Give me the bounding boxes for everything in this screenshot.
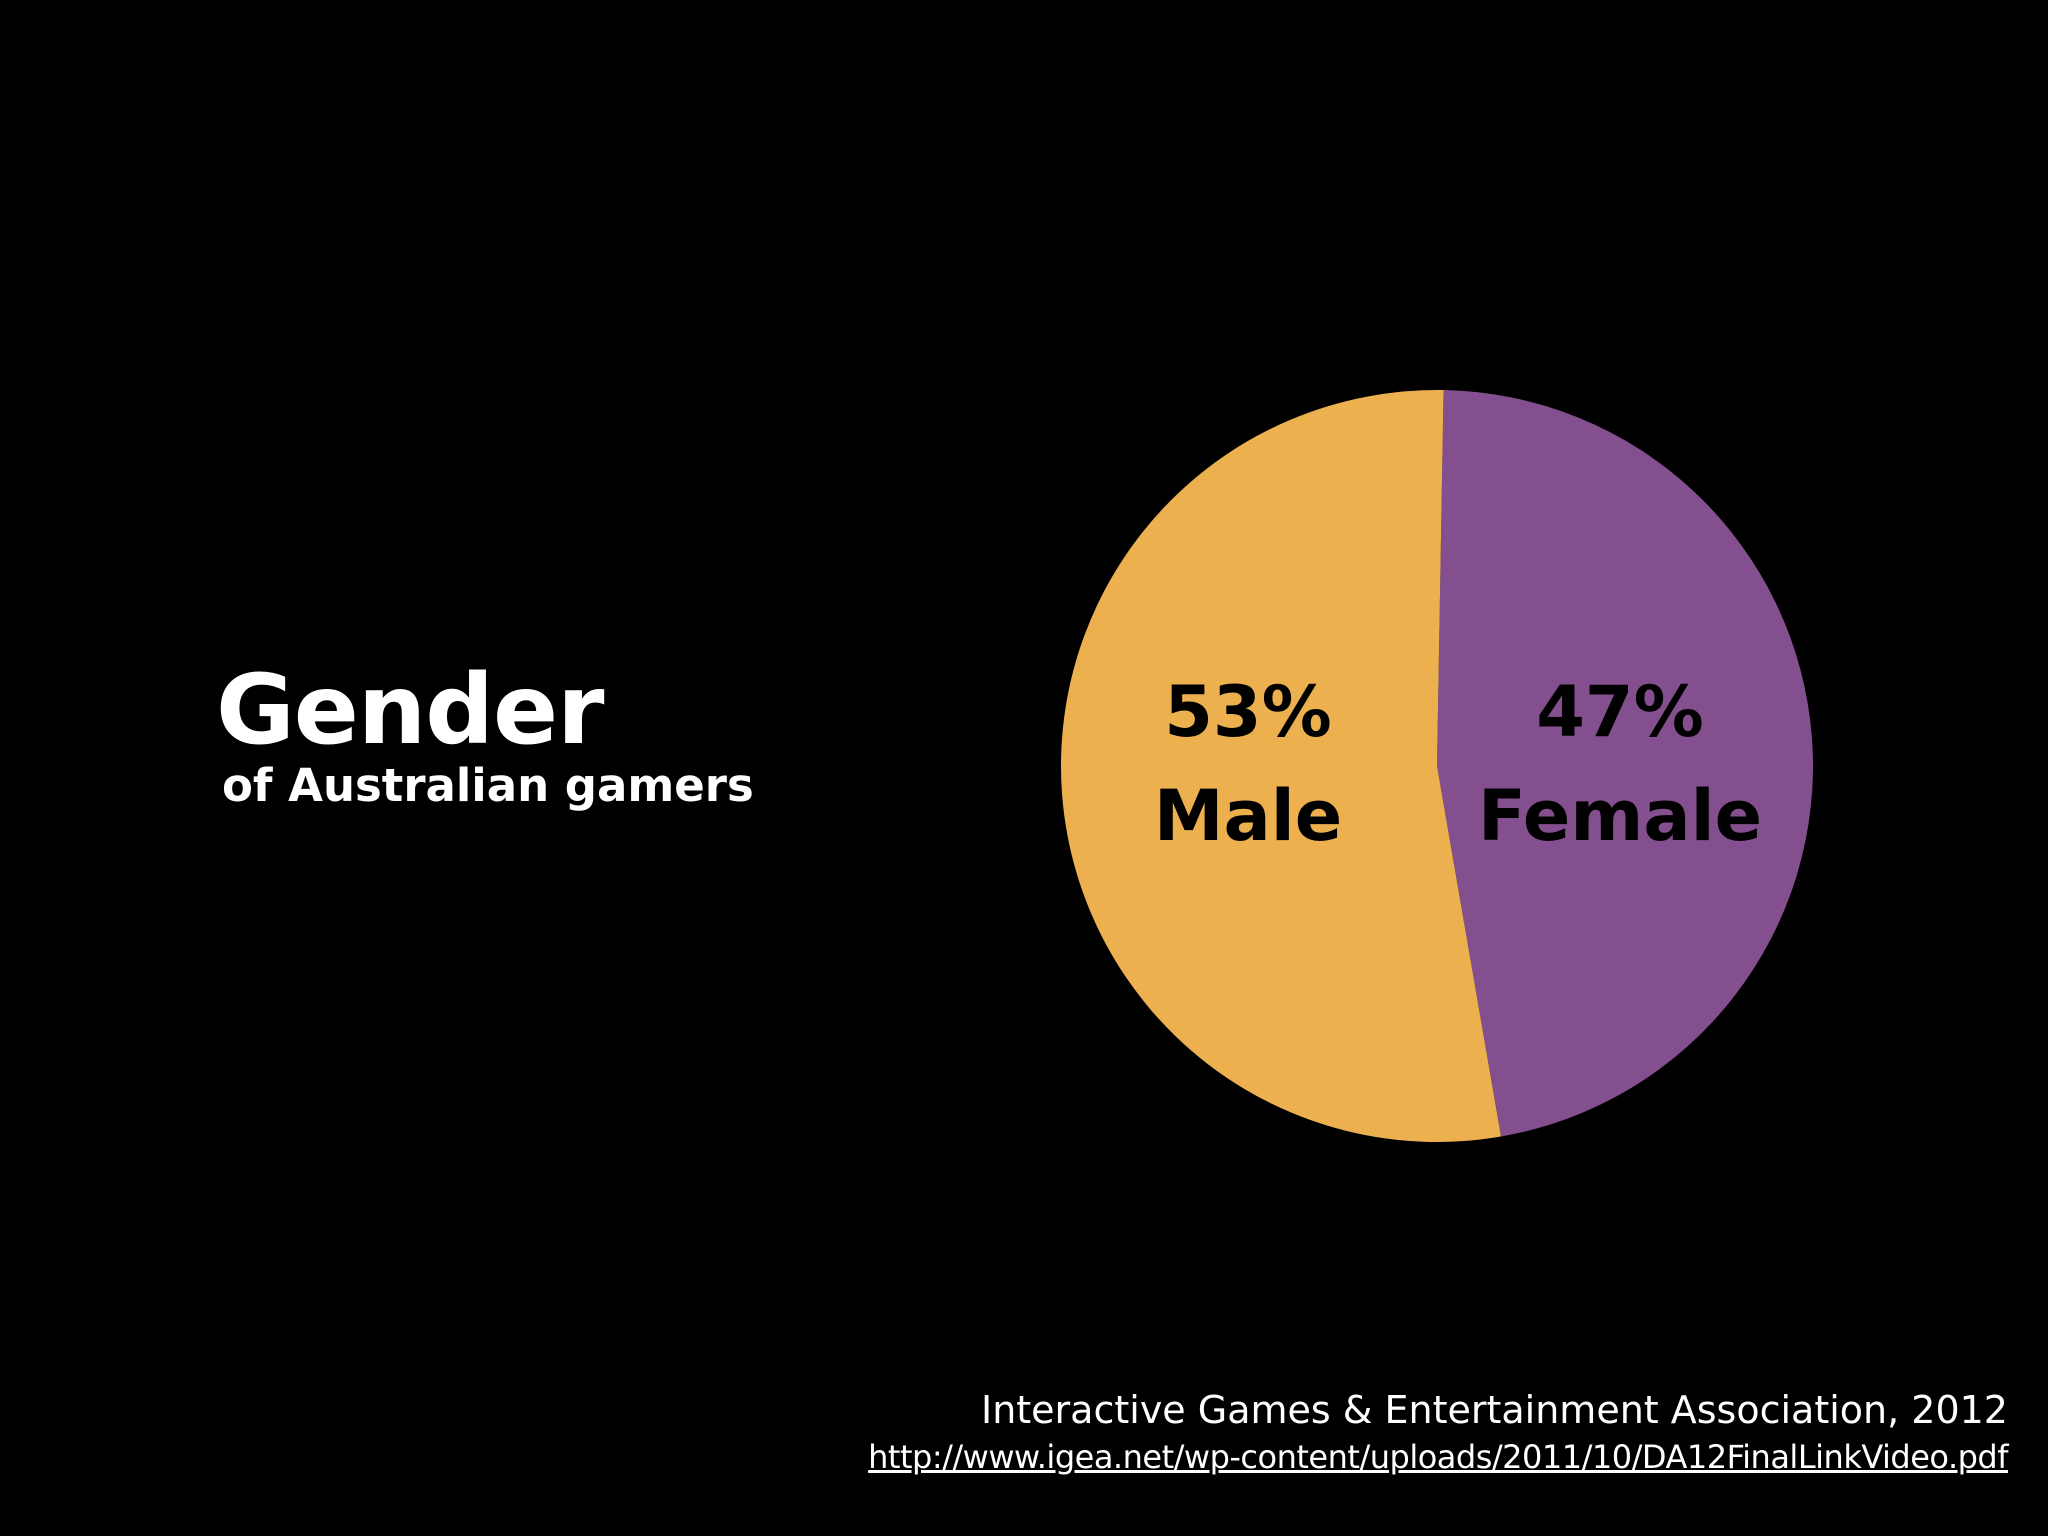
pie-labels: 53% Male 47% Female — [1154, 671, 1762, 857]
slice-value-label-male: 53% — [1164, 671, 1332, 753]
chart-title: Gender — [216, 654, 604, 766]
source-citation: Interactive Games & Entertainment Associ… — [980, 1388, 2008, 1432]
slice-category-label-male: Male — [1154, 775, 1342, 857]
pie-slice-female — [1437, 390, 1814, 1137]
chart-subtitle: of Australian gamers — [222, 759, 754, 812]
source-attribution: Interactive Games & Entertainment Associ… — [868, 1385, 2008, 1479]
pie-slices — [1061, 389, 1814, 1142]
slice-category-label-female: Female — [1478, 775, 1762, 857]
pie-slice-male — [1061, 389, 1501, 1142]
heading: Gender of Australian gamers — [216, 655, 754, 813]
source-link[interactable]: http://www.igea.net/wp-content/uploads/2… — [868, 1438, 2008, 1476]
slice-value-label-female: 47% — [1536, 671, 1704, 753]
